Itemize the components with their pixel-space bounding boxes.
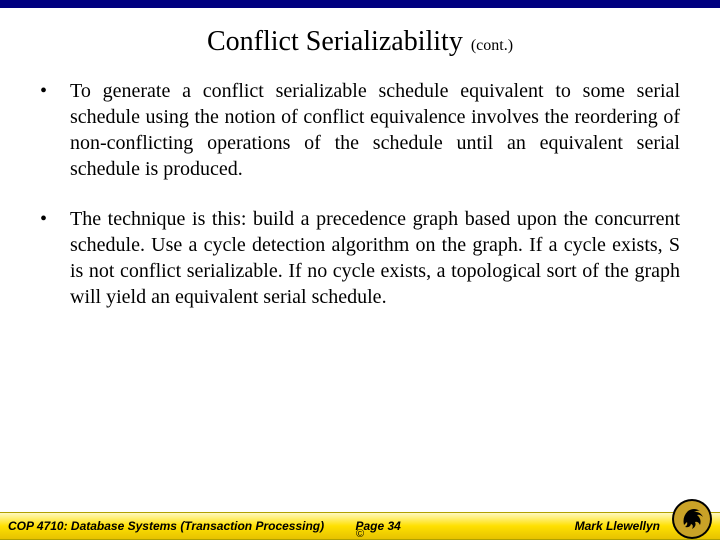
slide: Conflict Serializability (cont.) • To ge…	[0, 0, 720, 540]
bullet-text: To generate a conflict serializable sche…	[70, 78, 680, 182]
footer: COP 4710: Database Systems (Transaction …	[0, 512, 720, 540]
body-area: • To generate a conflict serializable sc…	[0, 68, 720, 310]
bullet-marker: •	[40, 78, 70, 104]
bullet-marker: •	[40, 206, 70, 232]
ucf-pegasus-logo-icon	[670, 497, 714, 540]
title-area: Conflict Serializability (cont.)	[0, 8, 720, 68]
bullet-text: The technique is this: build a precedenc…	[70, 206, 680, 310]
footer-copyright: ©	[356, 528, 364, 540]
bullet-item: • The technique is this: build a precede…	[40, 206, 680, 310]
footer-author: Mark Llewellyn	[575, 519, 660, 533]
slide-title: Conflict Serializability	[207, 26, 463, 57]
top-accent-bar	[0, 0, 720, 8]
bullet-item: • To generate a conflict serializable sc…	[40, 78, 680, 182]
footer-course: COP 4710: Database Systems (Transaction …	[0, 519, 324, 533]
slide-title-cont: (cont.)	[471, 37, 513, 54]
